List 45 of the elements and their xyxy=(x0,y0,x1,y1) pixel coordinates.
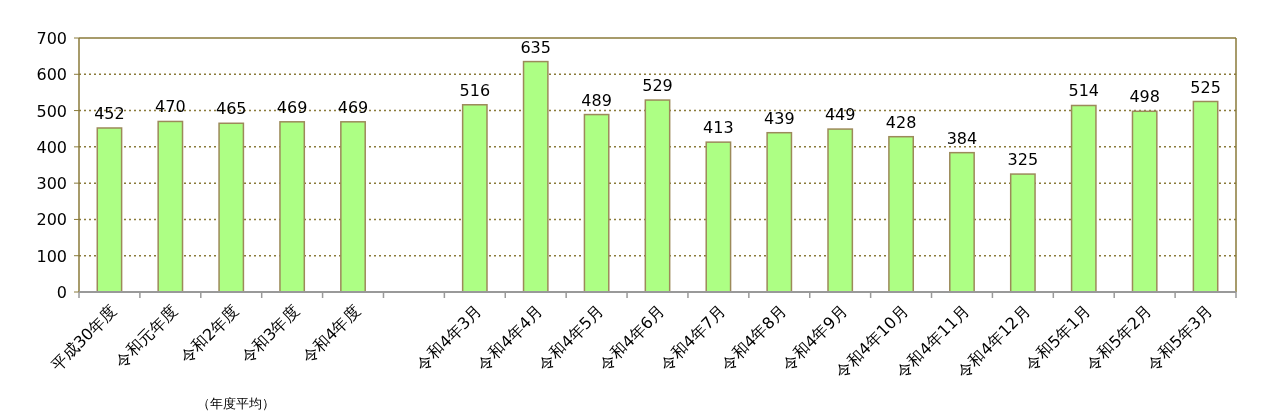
data-label: 469 xyxy=(337,97,369,117)
bar xyxy=(279,121,306,293)
data-label: 514 xyxy=(1068,81,1100,101)
data-label: 449 xyxy=(824,105,856,125)
y-tick-label: 400 xyxy=(36,137,67,157)
bar xyxy=(705,141,732,293)
bar xyxy=(827,128,854,293)
y-tick-label: 200 xyxy=(36,210,67,230)
bar xyxy=(644,99,671,293)
data-label: 413 xyxy=(703,118,734,138)
text: （年度平均） xyxy=(197,396,276,411)
y-tick-label: 300 xyxy=(36,174,67,194)
bar xyxy=(340,121,366,293)
bar xyxy=(96,127,123,293)
data-label: 489 xyxy=(581,90,612,110)
bar xyxy=(888,135,915,293)
data-label: 525 xyxy=(1190,77,1221,97)
bar xyxy=(1192,100,1219,293)
y-tick-label: 100 xyxy=(36,246,67,266)
bar xyxy=(461,104,488,293)
bar xyxy=(1009,173,1036,293)
y-tick-label: 700 xyxy=(36,29,67,48)
bar xyxy=(766,131,793,293)
data-label: 529 xyxy=(642,76,673,96)
data-label: 439 xyxy=(764,108,795,128)
bar xyxy=(1131,110,1158,293)
bar xyxy=(1070,104,1097,293)
data-label: 498 xyxy=(1129,87,1160,107)
data-label: 469 xyxy=(276,97,308,117)
bar xyxy=(522,60,549,293)
data-label: 516 xyxy=(459,80,491,100)
y-tick-label: 500 xyxy=(36,101,67,121)
y-tick-label: 0 xyxy=(56,283,67,302)
bar xyxy=(949,151,975,293)
y-tick-label: 600 xyxy=(36,65,67,85)
data-label: 325 xyxy=(1007,150,1039,170)
bar xyxy=(218,122,245,293)
bar xyxy=(157,120,184,293)
data-label: 452 xyxy=(94,103,125,123)
data-label: 635 xyxy=(520,37,551,57)
data-label: 428 xyxy=(885,112,917,132)
data-label: 465 xyxy=(215,99,247,119)
bar xyxy=(583,113,610,293)
data-label: 384 xyxy=(946,128,978,148)
data-label: 470 xyxy=(155,97,186,117)
